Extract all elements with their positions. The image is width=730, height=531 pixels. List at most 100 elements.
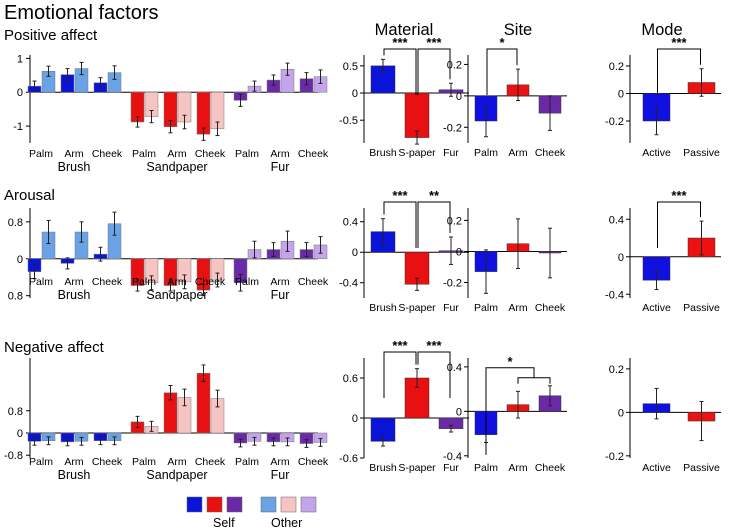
row1-site-errorbar-cheek [548, 227, 552, 279]
row1-site-ytick-label-1: 0 [456, 246, 462, 258]
row1-main-errorbar-fur-arm-other [285, 230, 290, 252]
row1-material-significance-line-0 [383, 201, 417, 248]
row1-material-category-label-0: Brush [369, 302, 397, 314]
row0-main-errorbar-brush-arm-self [65, 68, 70, 82]
legend-swatch-other-sandpaper [280, 496, 297, 513]
row0-material-significance-bracket-0 [383, 48, 417, 95]
row1-mode-errorbar-passive [699, 220, 704, 256]
row1-main-errorbar-sandpaper-palm-self [135, 279, 140, 292]
row0-main-errorbar-brush-palm-self [32, 80, 37, 92]
row2-main-errorbar-sandpaper-arm-self [168, 385, 173, 401]
panel-title-positive-affect: Positive affect [4, 27, 98, 44]
row2-mode-ytick-label-1: 0 [618, 407, 624, 419]
row0-main-errorbar-sandpaper-arm-self [168, 120, 173, 134]
row1-mode-errorbar-active [654, 270, 659, 291]
row1-site-errorbar-arm [516, 218, 520, 270]
row2-mode-category-label-0: Active [642, 462, 671, 474]
row2-main-errorbar-brush-arm-other [79, 436, 84, 446]
row0-material-significance-label-1: *** [426, 35, 442, 50]
row2-main-errorbar-sandpaper-palm-self [135, 415, 140, 428]
row0-material-ytick-label-1: 0 [352, 88, 358, 100]
row1-mode-significance-bracket-0 [657, 201, 701, 248]
row2-material-errorbar-brush [381, 436, 385, 447]
row2-site-category-label-2: Cheek [535, 462, 566, 474]
row0-main-site-label-1-2: Cheek [195, 148, 226, 160]
row1-material-significance-bracket-1 [417, 201, 451, 248]
row2-site-errorbar-arm [516, 390, 520, 419]
row1-site-category-label-0: Palm [474, 302, 498, 314]
row1-main-errorbar-brush-cheek-self [98, 246, 103, 262]
row1-mode-significance-line-0 [657, 201, 701, 248]
row0-main-group-label-2: Fur [271, 160, 290, 174]
row2-mode-errorbar-passive [699, 400, 704, 442]
row1-main-site-label-1-0: Palm [132, 276, 156, 288]
row2-main-errorbar-brush-cheek-other [112, 436, 117, 446]
row1-site-ytick-label-2: -0.2 [443, 277, 462, 289]
row1-material-significance-label-0: *** [392, 188, 408, 203]
row1-mode-category-label-1: Passive [683, 302, 720, 314]
row1-main-errorbar-brush-arm-self [65, 257, 70, 270]
row1-material-ytick-label-2: -0.4 [339, 278, 358, 290]
row2-main-site-label-2-2: Cheek [298, 456, 329, 468]
row2-main-site-label-0-0: Palm [29, 456, 53, 468]
row2-material-ytick-label-0: 0.6 [343, 373, 358, 385]
row0-mode-significance-bracket-0 [657, 48, 701, 95]
row0-site-category-label-2: Cheek [535, 147, 566, 159]
row1-main-errorbar-brush-palm-self [32, 264, 37, 280]
row0-material-category-label-0: Brush [369, 147, 397, 159]
row2-main-site-label-2-0: Palm [235, 456, 259, 468]
row2-main-errorbar-fur-cheek-self [304, 439, 309, 448]
row1-mode-category-label-0: Active [642, 302, 671, 314]
row0-main-errorbar-fur-cheek-other [318, 69, 323, 84]
row0-site-errorbar-palm [484, 104, 488, 138]
row0-material-ytick-label-0: 0.5 [343, 61, 358, 73]
row0-mode-ytick-label-1: 0 [618, 89, 624, 101]
row2-main-site-label-1-0: Palm [132, 456, 156, 468]
row2-site-ytick-label-2: -0.4 [443, 451, 462, 463]
panel-title-negative-affect: Negative affect [4, 339, 105, 356]
row0-material-significance-label-0: *** [392, 35, 408, 50]
row1-main-errorbar-sandpaper-arm-self [168, 279, 173, 292]
row0-main-site-label-2-0: Palm [235, 148, 259, 160]
row0-main-errorbar-fur-palm-other [252, 80, 257, 92]
row2-main-site-label-0-1: Arm [64, 456, 84, 468]
row1-site-errorbar-palm [484, 249, 488, 294]
row1-mode-ytick-label-2: -0.4 [605, 289, 624, 301]
row0-site-category-label-0: Palm [474, 147, 498, 159]
row1-main-ytick-label-2: 0.8 [8, 291, 23, 303]
legend-label-other: Other [271, 516, 302, 530]
row2-mode-ytick-label-2: -0.2 [605, 451, 624, 463]
row1-main-errorbar-fur-palm-self [238, 273, 243, 292]
row1-main-site-label-1-2: Cheek [195, 276, 226, 288]
row2-material-category-label-0: Brush [369, 462, 397, 474]
row1-main-errorbar-fur-palm-other [252, 240, 257, 259]
row2-mode-errorbar-active [654, 387, 659, 420]
row0-main-site-label-0-1: Arm [64, 148, 84, 160]
row2-main-errorbar-sandpaper-palm-other [149, 420, 154, 432]
row2-main-site-label-0-2: Cheek [92, 456, 123, 468]
row1-mode-ytick-label-1: 0 [618, 252, 624, 264]
row0-main-group-label-0: Brush [58, 160, 91, 174]
row2-main-errorbar-sandpaper-arm-other [182, 388, 187, 407]
row2-site-significance-bracket-0 [485, 367, 551, 455]
row1-main-site-label-0-1: Arm [64, 276, 84, 288]
row2-material-significance-label-1: *** [426, 338, 442, 353]
row2-site-significance-label-0: * [507, 354, 513, 369]
row2-material-category-label-2: Fur [443, 462, 459, 474]
row2-site-significance-inner-0 [517, 377, 551, 384]
row2-main-group-label-2: Fur [271, 468, 290, 482]
row0-main-site-label-0-2: Cheek [92, 148, 123, 160]
row2-main-errorbar-fur-arm-other [285, 437, 290, 447]
row2-main-errorbar-brush-palm-other [46, 436, 51, 446]
row1-main-site-label-0-2: Cheek [92, 276, 123, 288]
row0-mode-errorbar-active [654, 106, 659, 136]
row0-main-errorbar-sandpaper-palm-other [149, 110, 154, 124]
row0-main-errorbar-sandpaper-cheek-other [215, 121, 220, 137]
row0-main-site-label-2-1: Arm [270, 148, 290, 160]
row2-site-category-label-0: Palm [474, 462, 498, 474]
row0-material-significance-line-0 [383, 48, 417, 95]
row1-main-errorbar-fur-cheek-other [318, 236, 323, 254]
row0-main-site-label-2-2: Cheek [298, 148, 329, 160]
